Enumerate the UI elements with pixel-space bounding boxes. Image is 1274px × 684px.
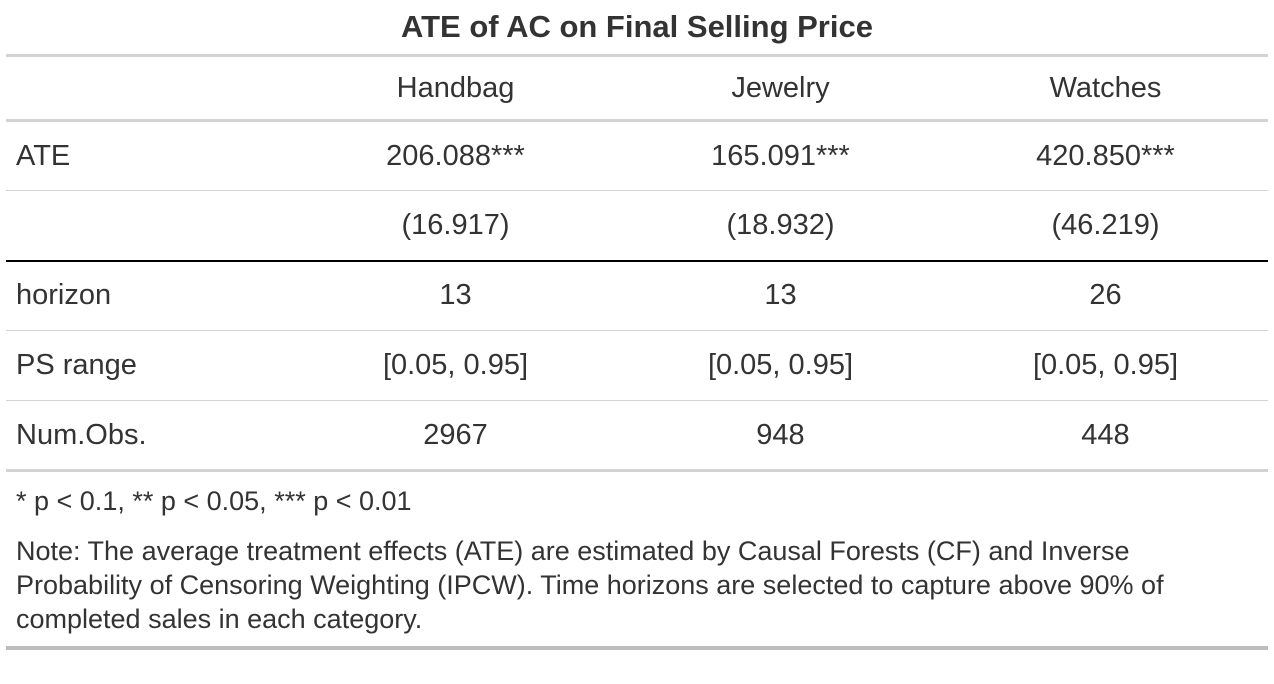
table-cell: [0.05, 0.95] [707, 349, 854, 381]
header-cell-jewelry: Jewelry [731, 71, 830, 104]
table-row-horizon: horizon 13 13 26 [6, 261, 1268, 331]
table-row-num-obs: Num.Obs. 2967 948 448 [6, 401, 1268, 471]
table-cell: 2967 [423, 418, 488, 451]
row-label: Num.Obs. [16, 418, 147, 451]
table-cell: (16.917) [401, 208, 510, 241]
table-cell: [0.05, 0.95] [382, 349, 529, 381]
row-label: ATE [16, 139, 71, 172]
table-row-ate: ATE 206.088*** 165.091*** 420.850*** [6, 121, 1268, 191]
table-cell: 206.088*** [386, 139, 525, 172]
table-cell: 948 [756, 418, 805, 451]
table-cell: 165.091*** [711, 139, 850, 172]
table-cell: 13 [439, 279, 472, 312]
table-cell: [0.05, 0.95] [1032, 349, 1179, 381]
header-cell-watches: Watches [1049, 71, 1162, 104]
table-cell: 448 [1081, 418, 1130, 451]
results-table: Handbag Jewelry Watches ATE 206.088*** 1… [6, 54, 1268, 472]
table-cell: (46.219) [1051, 208, 1160, 241]
table-row-standard-errors: (16.917) (18.932) (46.219) [6, 191, 1268, 261]
regression-table-container: ATE of AC on Final Selling Price Handbag… [6, 0, 1268, 650]
table-cell: 13 [764, 279, 797, 312]
significance-footnote: * p < 0.1, ** p < 0.05, *** p < 0.01 [16, 486, 412, 516]
header-cell-handbag: Handbag [396, 71, 515, 104]
table-row-ps-range: PS range [0.05, 0.95] [0.05, 0.95] [0.05… [6, 331, 1268, 401]
header-cell-stub [6, 56, 293, 121]
table-title: ATE of AC on Final Selling Price [401, 9, 873, 44]
row-label: horizon [16, 279, 112, 312]
table-cell: 26 [1089, 279, 1122, 312]
table-cell: (18.932) [726, 208, 835, 241]
row-label: PS range [16, 349, 137, 381]
row-label [6, 191, 293, 261]
table-note: Note: The average treatment effects (ATE… [6, 518, 1268, 650]
table-cell: 420.850*** [1036, 139, 1175, 172]
header-row: Handbag Jewelry Watches [6, 55, 1268, 121]
